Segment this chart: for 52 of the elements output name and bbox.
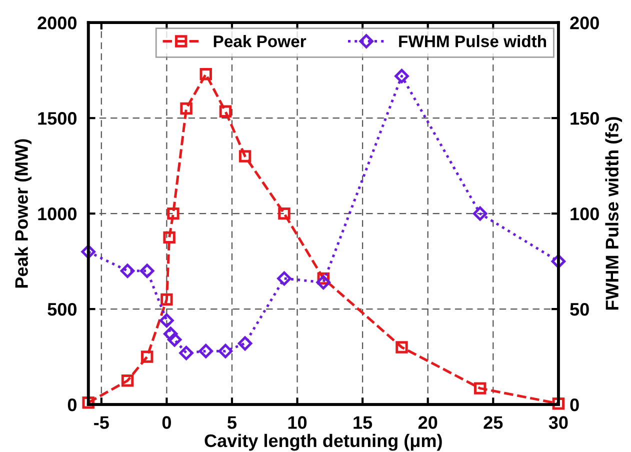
- point: [219, 105, 232, 118]
- point: [81, 244, 96, 259]
- x-tick-label: -5: [94, 416, 109, 429]
- point: [277, 271, 292, 286]
- point: [121, 374, 134, 387]
- point: [396, 341, 408, 354]
- point: [238, 150, 252, 162]
- y2-tick-label: 150: [570, 112, 599, 125]
- point: [82, 396, 94, 409]
- x-tick-label: 30: [548, 416, 568, 429]
- y2-tick-label: 50: [570, 302, 589, 316]
- point: [163, 326, 178, 342]
- x-tick-label: 15: [354, 416, 372, 429]
- y2-tick-label: 200: [570, 16, 599, 30]
- point: [198, 344, 214, 358]
- y-tick-label: 2000: [38, 16, 76, 30]
- x-tick-label: 5: [228, 416, 236, 429]
- point: [140, 264, 154, 278]
- point: [394, 68, 409, 84]
- point: [472, 206, 488, 221]
- y-tick-label: 0: [68, 398, 76, 412]
- point: [163, 231, 176, 244]
- point: [167, 207, 180, 220]
- legend-label: FWHM Pulse width: [399, 34, 546, 48]
- y2-axis-title: FWHM Pulse width (fs): [605, 117, 622, 310]
- point: [167, 332, 182, 347]
- point: [120, 264, 135, 278]
- point: [218, 344, 233, 358]
- point: [179, 346, 194, 360]
- point: [180, 102, 192, 115]
- x-axis-title: Cavity length detuning (μm): [204, 434, 442, 451]
- point: [552, 397, 565, 410]
- point: [551, 254, 566, 268]
- y2-tick-label: 100: [570, 208, 599, 220]
- point: [278, 207, 290, 220]
- y-tick-label: 1500: [38, 112, 76, 125]
- legend-label: Peak Power: [214, 34, 306, 48]
- x-tick-label: 10: [288, 416, 307, 429]
- point: [474, 382, 486, 394]
- x-tick-label: 0: [162, 416, 171, 429]
- point: [316, 275, 331, 290]
- point: [200, 68, 212, 80]
- point: [160, 293, 173, 306]
- y-tick-label: 500: [48, 302, 76, 316]
- x-tick-label: 25: [484, 416, 503, 429]
- y-tick-label: 1000: [38, 208, 76, 220]
- point: [238, 336, 252, 351]
- y-axis-title: Peak Power (MW): [14, 139, 32, 288]
- point: [160, 313, 174, 328]
- y2-tick-label: 0: [570, 398, 579, 412]
- x-tick-label: 20: [418, 416, 438, 429]
- point: [140, 350, 154, 363]
